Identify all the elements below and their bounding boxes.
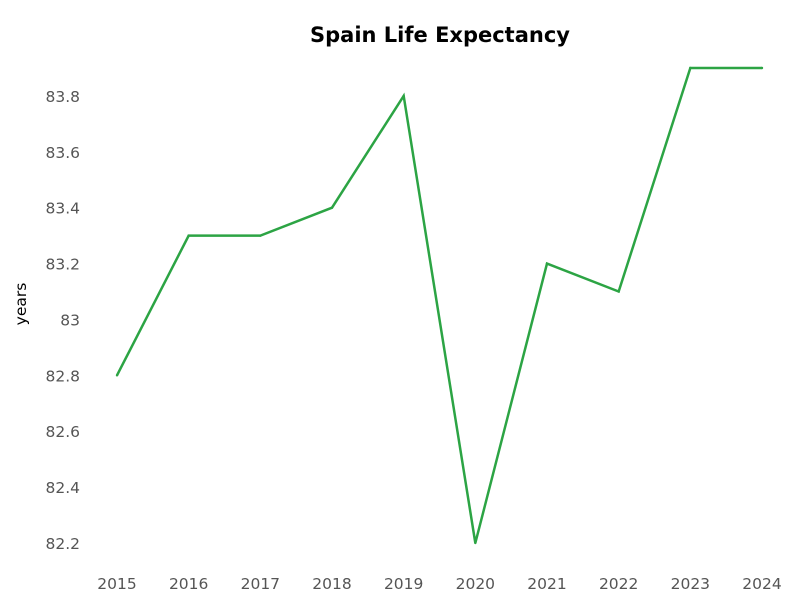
data-point xyxy=(402,94,405,98)
x-tick-label: 2024 xyxy=(742,575,781,593)
x-tick-label: 2023 xyxy=(671,575,710,593)
y-tick-label: 83.4 xyxy=(45,200,80,218)
y-tick-label: 82.8 xyxy=(45,367,80,385)
data-point xyxy=(259,234,262,237)
series-group xyxy=(115,66,764,545)
x-tick-label: 2022 xyxy=(599,575,638,593)
y-axis-label: years xyxy=(12,283,30,326)
x-tick-label: 2017 xyxy=(241,575,280,593)
y-tick-label: 83.6 xyxy=(45,144,80,162)
y-tick-label: 82.4 xyxy=(45,479,80,497)
x-tick-label: 2021 xyxy=(527,575,566,593)
x-tick-label: 2015 xyxy=(97,575,136,593)
y-tick-label: 82.2 xyxy=(45,535,80,553)
chart-title: Spain Life Expectancy xyxy=(310,23,570,47)
y-axis-ticks: 82.2 82.4 82.6 82.8 83 83.2 83.4 83.6 83.8 xyxy=(45,88,80,553)
data-point xyxy=(689,66,692,70)
x-tick-label: 2018 xyxy=(312,575,351,593)
data-point xyxy=(330,206,334,209)
data-point xyxy=(474,541,477,545)
series-line xyxy=(115,66,762,544)
y-tick-label: 83.8 xyxy=(45,88,80,106)
x-tick-label: 2016 xyxy=(169,575,208,593)
data-point xyxy=(187,234,190,237)
x-axis-ticks: 2015 2016 2017 2018 2019 2020 2021 2022 2023 2024 xyxy=(97,575,781,593)
x-tick-label: 2020 xyxy=(456,575,495,593)
x-tick-label: 2019 xyxy=(384,575,423,593)
y-tick-label: 83.2 xyxy=(45,256,80,274)
data-point xyxy=(760,66,764,70)
y-tick-label: 82.6 xyxy=(45,423,80,441)
y-tick-label: 83 xyxy=(60,311,80,329)
data-point xyxy=(545,262,549,265)
data-point xyxy=(115,374,119,377)
data-point xyxy=(617,290,620,293)
